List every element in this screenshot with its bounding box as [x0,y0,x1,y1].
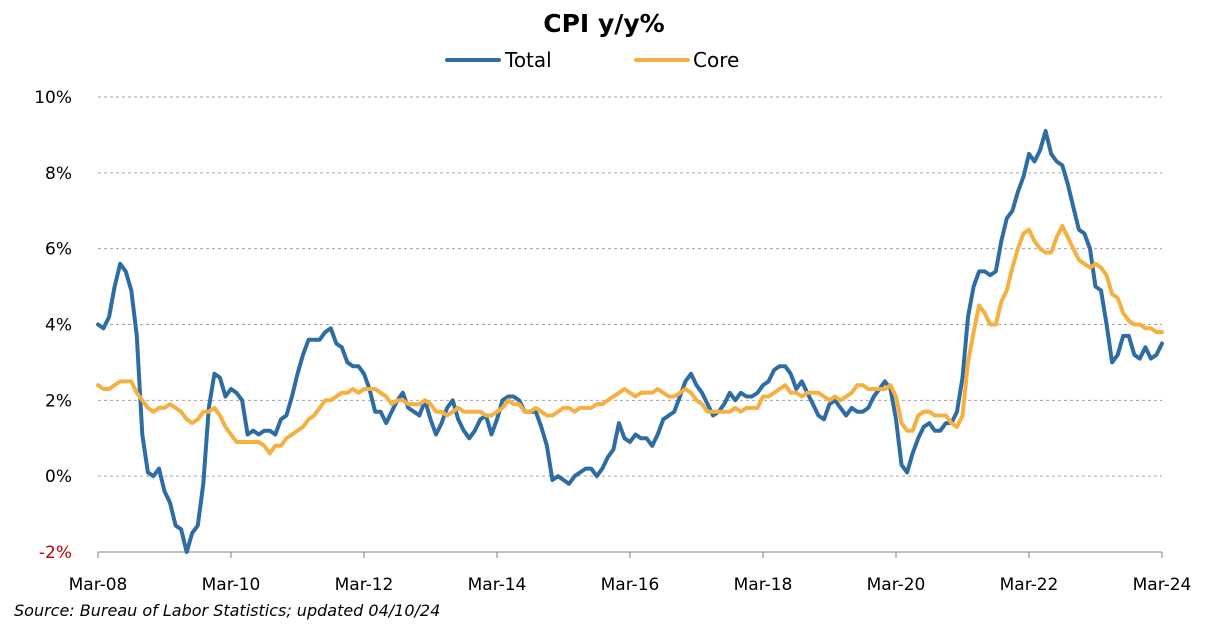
legend-label-core: Core [693,48,739,72]
x-tick-label: Mar-14 [468,575,527,595]
x-tick-label: Mar-16 [601,575,660,595]
y-tick-label: 4% [45,316,72,336]
legend-label-total: Total [504,48,552,72]
series-line-core [96,223,1164,456]
y-tick-label: 8% [45,164,72,184]
y-tick-label: 6% [45,240,72,260]
x-tick-label: Mar-20 [867,575,926,595]
source-note: Source: Bureau of Labor Statistics; upda… [14,601,441,620]
series-line-total [96,129,1164,554]
cpi-line-chart: CPI y/y% Total Core -2% 0% 2% 4% 6% 8% 10% Mar-… [34,9,1192,595]
y-tick-label: -2% [39,543,72,563]
chart-legend: Total Core [445,48,739,72]
x-tick-label: Mar-24 [1133,575,1192,595]
y-gridlines [98,96,1162,553]
x-tick-label: Mar-18 [734,575,793,595]
y-axis-tick-labels: -2% 0% 2% 4% 6% 8% 10% [34,88,72,563]
x-tick-label: Mar-22 [1000,575,1059,595]
y-tick-label: 0% [45,467,72,487]
x-tick-label: Mar-10 [202,575,261,595]
y-tick-label: 10% [34,88,72,108]
x-axis: Mar-08 Mar-10 Mar-12 Mar-14 Mar-16 Mar-18 Mar-… [69,551,1192,595]
chart-title: CPI y/y% [543,9,664,38]
x-tick-label: Mar-12 [335,575,394,595]
y-tick-label: 2% [45,391,72,411]
series-lines [96,129,1164,554]
x-tick-label: Mar-08 [69,575,128,595]
